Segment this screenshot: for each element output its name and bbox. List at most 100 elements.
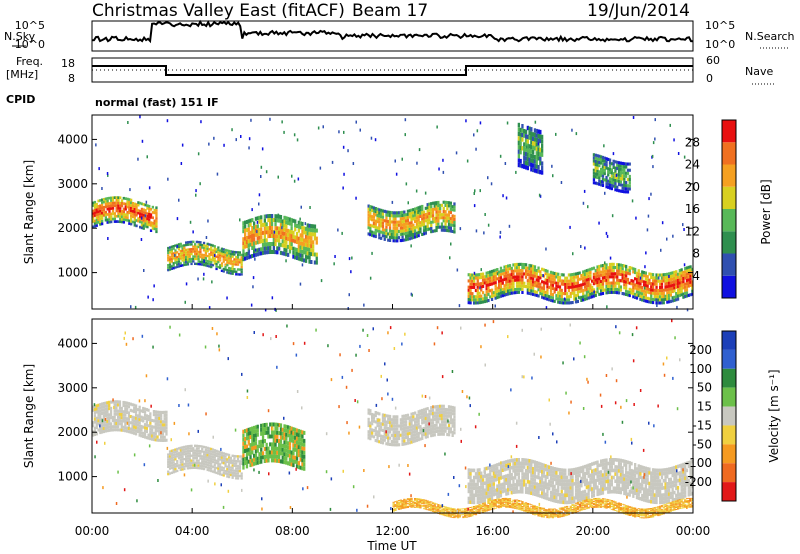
heatmap-cell [449, 226, 452, 230]
heatmap-cell [192, 449, 195, 452]
heatmap-cell [673, 295, 676, 299]
heatmap-cell [174, 256, 177, 259]
heatmap-cell [170, 464, 173, 467]
heatmap-cell [605, 185, 608, 189]
heatmap-cell [598, 280, 601, 284]
heatmap-cell [625, 268, 628, 272]
heatmap-cell [256, 432, 259, 437]
heatmap-cell [106, 407, 109, 411]
heatmap-cell [108, 422, 111, 426]
heatmap-cell [95, 407, 98, 411]
heatmap-cell [601, 174, 605, 178]
heatmap-cell [519, 275, 522, 279]
heatmap-cell [515, 269, 519, 273]
heatmap-cell [691, 267, 694, 271]
heatmap-cell [208, 255, 211, 258]
heatmap-cell [190, 466, 193, 470]
heatmap-cell [244, 449, 247, 453]
heatmap-cell [156, 429, 159, 433]
heatmap-cell [147, 418, 150, 422]
heatmap-cell [598, 160, 601, 164]
heatmap-noise-cell [342, 186, 344, 190]
heatmap-cell [131, 409, 134, 413]
heatmap-cell [119, 212, 122, 216]
heatmap-cell [548, 468, 551, 473]
heatmap-cell [197, 447, 200, 450]
heatmap-cell [149, 424, 152, 428]
heatmap-cell [517, 278, 520, 282]
heatmap-cell [229, 260, 232, 263]
heatmap-cell [519, 158, 522, 164]
heatmap-cell [292, 234, 295, 239]
heatmap-cell [99, 418, 102, 422]
heatmap-cell [524, 134, 528, 139]
heatmap-cell [283, 239, 286, 244]
heatmap-cell [659, 292, 662, 296]
heatmap-cell [217, 253, 220, 257]
heatmap-cell [637, 294, 640, 298]
heatmap-cell [369, 205, 372, 209]
heatmap-cell [521, 266, 524, 270]
heatmap-noise-cell [499, 230, 502, 234]
heatmap-cell [378, 412, 381, 416]
heatmap-cell [285, 240, 288, 245]
heatmap-cell [598, 164, 601, 168]
heatmap-cell [388, 427, 392, 431]
heatmap-cell [156, 419, 159, 423]
heatmap-cell [374, 414, 377, 418]
heatmap-cell [217, 450, 220, 453]
heatmap-cell [211, 450, 215, 454]
heatmap-cell [109, 413, 113, 417]
heatmap-cell [537, 156, 540, 161]
heatmap-cell [285, 460, 288, 465]
heatmap-cell [194, 456, 197, 460]
heatmap-cell [589, 286, 592, 290]
heatmap-cell [381, 234, 385, 238]
heatmap-cell [93, 224, 97, 228]
heatmap-cell [512, 490, 515, 494]
heatmap-cell [242, 245, 245, 250]
heatmap-cell [236, 256, 240, 259]
heatmap-cell [469, 486, 472, 490]
heatmap-cell [447, 427, 451, 431]
heatmap-cell [124, 215, 127, 219]
heatmap-cell [197, 245, 200, 249]
heatmap-cell [592, 171, 596, 175]
heatmap-cell [510, 458, 513, 463]
heatmap-cell [498, 292, 501, 296]
heatmap-cell [167, 246, 170, 250]
heatmap-cell [442, 200, 445, 204]
heatmap-cell [621, 174, 624, 178]
heatmap-cell [405, 225, 408, 229]
heatmap-cell [372, 209, 376, 213]
heatmap-cell [253, 437, 256, 442]
heatmap-cell [415, 420, 419, 424]
heatmap-cell [396, 415, 399, 419]
heatmap-cell [104, 213, 107, 217]
heatmap-cell [415, 417, 419, 421]
heatmap-cell [600, 174, 603, 178]
heatmap-cell [585, 290, 588, 294]
heatmap-cell [653, 291, 656, 295]
heatmap-cell [535, 475, 538, 479]
heatmap-cell [126, 216, 129, 220]
heatmap-cell [388, 424, 392, 428]
heatmap-cell [551, 487, 554, 492]
heatmap-cell [261, 222, 265, 227]
y-tick-label: 2000 [57, 221, 88, 235]
heatmap-cell [256, 228, 259, 233]
heatmap-cell [412, 229, 415, 233]
heatmap-cell [260, 447, 263, 452]
heatmap-cell [569, 479, 572, 483]
heatmap-cell [387, 427, 390, 431]
heatmap-cell [258, 247, 261, 252]
heatmap-cell [120, 419, 123, 423]
heatmap-cell [288, 457, 292, 462]
heatmap-cell [394, 211, 397, 215]
heatmap-cell [210, 450, 213, 453]
heatmap-cell [444, 407, 447, 411]
heatmap-cell [197, 243, 200, 246]
heatmap-cell [190, 243, 193, 246]
heatmap-cell [211, 256, 215, 260]
heatmap-cell [254, 461, 258, 466]
